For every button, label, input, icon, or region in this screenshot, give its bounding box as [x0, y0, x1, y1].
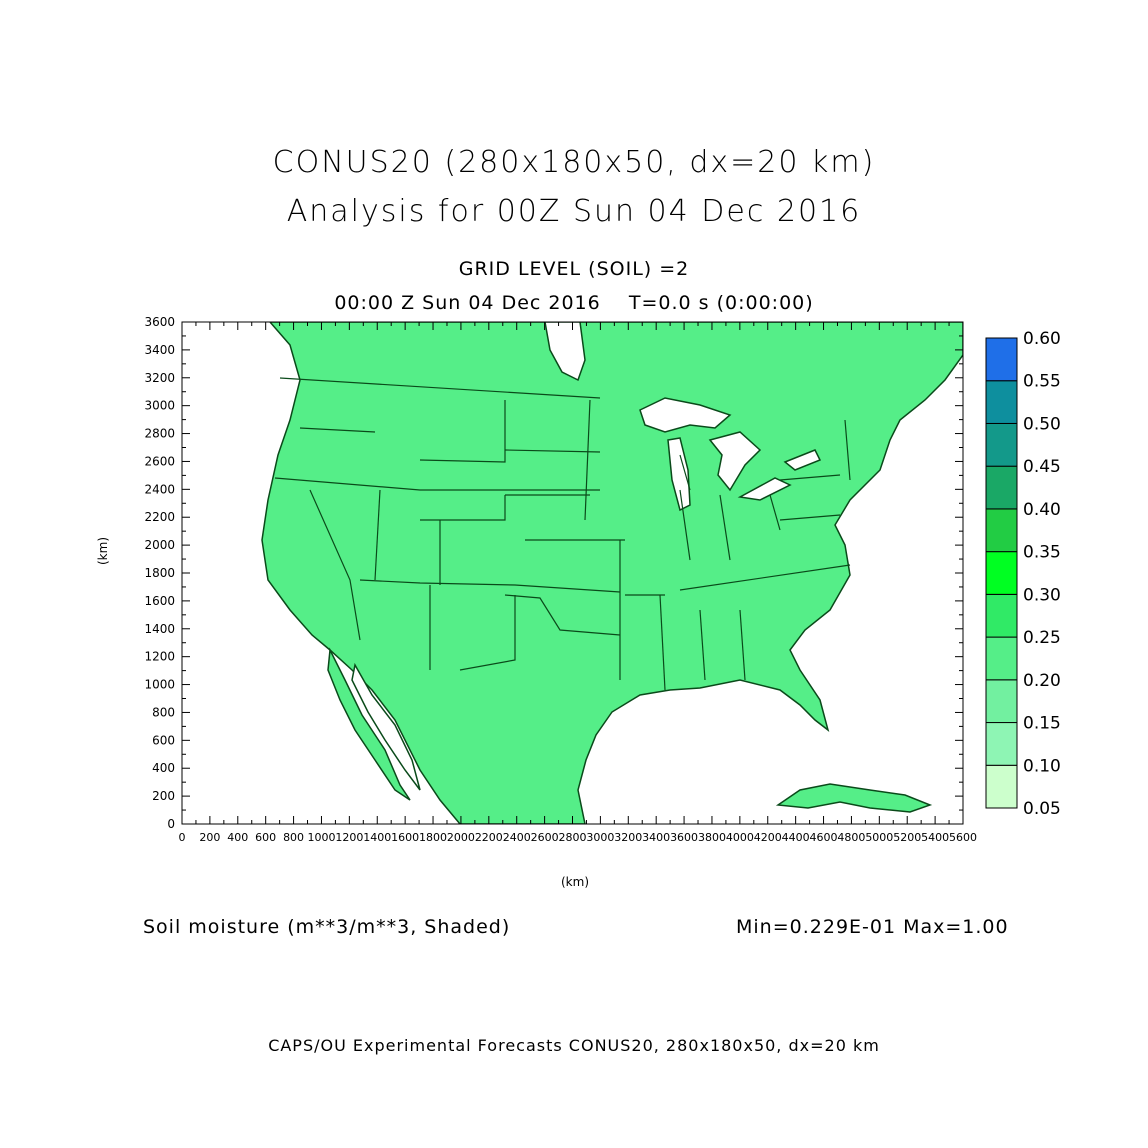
minmax-caption: Min=0.229E-01 Max=1.00 — [736, 916, 1009, 938]
y-axis: 0 200 400 600 800 1000 1200 1400 1600 1800 2000 220… — [144, 315, 963, 831]
y-tick-label: 1600 — [144, 594, 175, 608]
colorbar-label: 0.20 — [1023, 671, 1061, 691]
colorbar-box — [985, 508, 1018, 553]
x-tick-label: 3600 — [670, 831, 698, 844]
y-tick-label: 800 — [152, 705, 175, 719]
y-tick-label: 1000 — [144, 678, 175, 692]
lake-huron — [708, 431, 762, 492]
colorbar-box — [985, 722, 1018, 766]
x-tick-label: 200 — [199, 831, 220, 844]
y-tick-label: 3000 — [144, 399, 175, 413]
variable-caption: Soil moisture (m**3/m**3, Shaded) — [143, 916, 511, 938]
colorbar-label: 0.60 — [1023, 329, 1061, 349]
x-tick-label: 3000 — [586, 831, 614, 844]
colorbar-box — [985, 551, 1018, 595]
y-tick-label: 2800 — [144, 427, 175, 441]
colorbar-box — [985, 465, 1018, 510]
colorbar-box — [985, 422, 1018, 467]
y-tick-label: 1400 — [144, 622, 175, 636]
colorbar-label: 0.30 — [1023, 585, 1061, 605]
x-tick-label: 1800 — [419, 831, 447, 844]
x-tick-label: 0 — [179, 831, 186, 844]
land-field — [261, 322, 963, 824]
time-label: 00:00 Z Sun 04 Dec 2016 T=0.0 s (0:00:00… — [334, 292, 814, 314]
y-tick-label: 200 — [152, 789, 175, 803]
colorbar-box — [985, 636, 1018, 681]
x-tick-label: 2000 — [447, 831, 475, 844]
lake-michigan — [667, 437, 691, 512]
x-tick-label: 1200 — [335, 831, 363, 844]
x-tick-label: 3800 — [698, 831, 726, 844]
x-tick-label: 4800 — [837, 831, 865, 844]
y-tick-label: 2200 — [144, 510, 175, 524]
colorbar-label: 0.15 — [1023, 714, 1061, 734]
y-tick-label: 0 — [167, 817, 175, 831]
y-tick-label: 2000 — [144, 538, 175, 552]
colorbar-box — [985, 337, 1018, 382]
grid-level-label: GRID LEVEL (SOIL) =2 — [458, 258, 690, 280]
colorbar-label: 0.35 — [1023, 543, 1061, 563]
credit-footer: CAPS/OU Experimental Forecasts CONUS20, … — [268, 1036, 880, 1055]
x-tick-label: 400 — [227, 831, 248, 844]
lake-superior — [639, 397, 732, 433]
y-tick-label: 2600 — [144, 454, 175, 468]
cuba-island — [775, 783, 933, 813]
colorbar-box — [985, 764, 1018, 809]
colorbar-box — [985, 380, 1018, 424]
y-tick-label: 600 — [152, 733, 175, 747]
colorbar-box — [985, 593, 1018, 638]
x-tick-label: 5200 — [893, 831, 921, 844]
x-tick-label: 600 — [255, 831, 276, 844]
x-tick-label: 2200 — [475, 831, 503, 844]
hudson-bay — [544, 322, 586, 382]
colorbar-label: 0.50 — [1023, 414, 1061, 434]
x-tick-label: 5600 — [949, 831, 977, 844]
x-tick-label: 2400 — [503, 831, 531, 844]
colorbar-label: 0.45 — [1023, 457, 1061, 477]
x-axis: 0 200 400 600 800 1000 1200 1400 1600 1800 2000 220… — [179, 322, 977, 844]
y-tick-label: 3400 — [144, 343, 175, 357]
y-tick-label: 2400 — [144, 482, 175, 496]
y-axis-title: (km) — [96, 536, 110, 565]
x-tick-label: 1000 — [307, 831, 335, 844]
x-tick-label: 3200 — [614, 831, 642, 844]
x-tick-label: 4600 — [810, 831, 838, 844]
lake-ontario — [783, 449, 822, 471]
title-line-1: CONUS20 (280x180x50, dx=20 km) — [272, 145, 876, 180]
x-tick-label: 3400 — [642, 831, 670, 844]
x-tick-label: 4000 — [726, 831, 754, 844]
baja-peninsula — [327, 647, 411, 801]
state-borders — [274, 377, 851, 691]
x-tick-label: 2600 — [531, 831, 559, 844]
x-tick-label: 800 — [283, 831, 304, 844]
y-tick-label: 1800 — [144, 566, 175, 580]
colorbar-label: 0.55 — [1023, 372, 1061, 392]
x-tick-label: 4400 — [782, 831, 810, 844]
colorbar-label: 0.10 — [1023, 756, 1061, 776]
colorbar-box — [985, 679, 1018, 724]
colorbar: 0.05 0.10 0.15 0.20 0.25 0.30 0.35 0.40 0.45 0.50… — [985, 329, 1061, 819]
title-line-2: Analysis for 00Z Sun 04 Dec 2016 — [286, 194, 862, 229]
x-tick-label: 2800 — [559, 831, 587, 844]
y-tick-label: 3600 — [144, 315, 175, 329]
gulf-of-california — [351, 662, 421, 791]
y-tick-label: 400 — [152, 761, 175, 775]
x-tick-label: 4200 — [754, 831, 782, 844]
north-america-land — [261, 322, 963, 824]
x-tick-label: 5000 — [865, 831, 893, 844]
y-tick-label: 3200 — [144, 371, 175, 385]
x-tick-label: 1400 — [363, 831, 391, 844]
y-tick-label: 1200 — [144, 650, 175, 664]
x-tick-label: 5400 — [921, 831, 949, 844]
colorbar-label: 0.40 — [1023, 500, 1061, 520]
x-axis-title: (km) — [561, 875, 590, 889]
colorbar-label: 0.05 — [1023, 799, 1061, 819]
colorbar-label: 0.25 — [1023, 628, 1061, 648]
lake-erie — [737, 477, 792, 501]
x-tick-label: 1600 — [391, 831, 419, 844]
